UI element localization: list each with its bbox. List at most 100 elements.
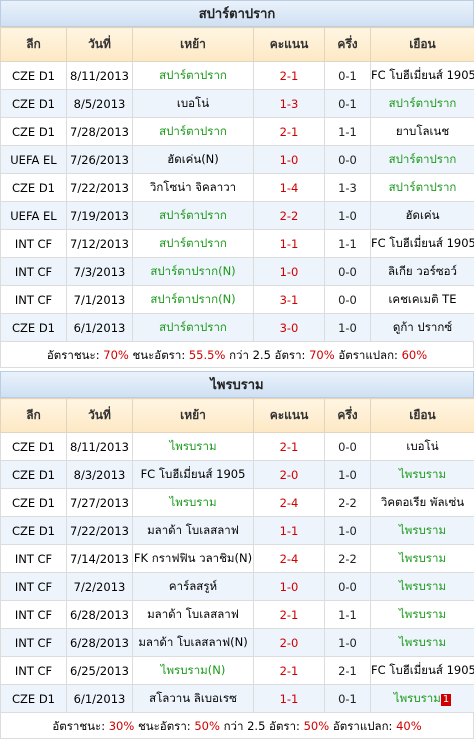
away-team-link[interactable]: FC โบฮีเมี่ยนส์ 1905 [371,62,474,90]
half-time-score-text: 0-0 [338,580,357,594]
away-team-link-text[interactable]: สปาร์ตาปราก [389,152,457,166]
away-team-link[interactable]: ยาบโลเนช [371,118,474,146]
away-team-link[interactable]: ไพรบราม [371,601,474,629]
away-team-link[interactable]: เบอโน่ [371,433,474,461]
home-team-link-text[interactable]: สปาร์ตาปราก [159,124,227,138]
away-team-link[interactable]: FC โบฮีเมี่ยนส์ 1905 [371,657,474,685]
home-team-link[interactable]: คาร์ลสรูห์ [133,573,254,601]
match-date: 7/22/2013 [67,517,133,545]
match-league-text: INT CF [15,552,52,566]
match-league: UEFA EL [1,146,67,174]
home-team-link[interactable]: สปาร์ตาปราก [133,118,254,146]
half-time-score: 0-0 [325,433,371,461]
home-team-link[interactable]: สปาร์ตาปราก [133,314,254,342]
home-team-link-text[interactable]: ไพรบราม [169,495,216,509]
home-team-link-text[interactable]: สโลวาน ลิเบอเรซ [149,691,237,705]
home-team-link-text[interactable]: ไพรบราม(N) [161,663,226,677]
home-team-link[interactable]: ไพรบราม [133,433,254,461]
away-team-link[interactable]: สปาร์ตาปราก [371,146,474,174]
home-team-link-text[interactable]: ไพรบราม [169,439,216,453]
home-team-link[interactable]: FC โบฮีเมี่ยนส์ 1905 [133,461,254,489]
home-team-link[interactable]: มลาด้า โบเลสลาฟ [133,601,254,629]
match-date: 6/28/2013 [67,629,133,657]
home-team-link-text[interactable]: วิกโซน่า จิคลาวา [150,180,236,194]
away-team-link-text[interactable]: ไพรบราม [399,467,446,481]
away-team-link[interactable]: ไพรบราม [371,573,474,601]
half-time-score: 0-0 [325,286,371,314]
home-team-link-text[interactable]: สปาร์ตาปราก [159,236,227,250]
away-team-link-text[interactable]: ไพรบราม [394,691,441,705]
home-team-link[interactable]: สปาร์ตาปราก [133,62,254,90]
away-team-link-text[interactable]: ไพรบราม [399,551,446,565]
home-team-link[interactable]: สปาร์ตาปราก [133,230,254,258]
home-team-link-text[interactable]: สปาร์ตาปราก(N) [150,264,235,278]
away-team-link-text[interactable]: ดูก้า ปรากซ์ [393,320,452,334]
home-team-link[interactable]: เบอโน่ [133,90,254,118]
half-time-score-text: 1-1 [338,125,357,139]
away-team-link-text[interactable]: FC โบฮีเมี่ยนส์ 1905 [371,236,474,250]
match-date-text: 7/19/2013 [70,209,129,223]
away-team-link-text[interactable]: ไพรบราม [399,607,446,621]
away-team-link[interactable]: สปาร์ตาปราก [371,90,474,118]
away-team-link-text[interactable]: ไพรบราม [399,523,446,537]
away-team-link[interactable]: ไพรบราม [371,545,474,573]
home-team-link[interactable]: ฮัดเค่น(N) [133,146,254,174]
away-team-link-text[interactable]: สปาร์ตาปราก [389,180,457,194]
away-team-link[interactable]: ดูก้า ปรากซ์ [371,314,474,342]
away-team-link[interactable]: ฮัดเค่น [371,202,474,230]
home-team-link-text[interactable]: สปาร์ตาปราก [159,208,227,222]
away-team-link[interactable]: สปาร์ตาปราก [371,174,474,202]
away-team-link[interactable]: ไพรบราม [371,629,474,657]
match-league-text: INT CF [15,608,52,622]
match-league: CZE D1 [1,174,67,202]
home-team-link-text[interactable]: ฮัดเค่น(N) [167,152,219,166]
match-date: 6/28/2013 [67,601,133,629]
home-team-link-text[interactable]: FC โบฮีเมี่ยนส์ 1905 [141,467,246,481]
home-team-link-text[interactable]: เบอโน่ [177,96,209,110]
home-team-link[interactable]: สปาร์ตาปราก(N) [133,258,254,286]
match-score-text: 1-4 [280,181,299,195]
away-team-link[interactable]: วิคตอเรีย พัลเซ่น [371,489,474,517]
match-league: CZE D1 [1,489,67,517]
away-team-link[interactable]: ลิเกีย วอร์ซอว์ [371,258,474,286]
home-team-link[interactable]: ไพรบราม(N) [133,657,254,685]
home-team-link-text[interactable]: FK กราฟฟิน วลาชิม(N) [134,551,252,565]
away-team-link-text[interactable]: ไพรบราม [399,579,446,593]
home-team-link-text[interactable]: สปาร์ตาปราก(N) [150,292,235,306]
away-team-link-text[interactable]: FC โบฮีเมี่ยนส์ 1905 [371,663,474,677]
away-team-link-text[interactable]: FC โบฮีเมี่ยนส์ 1905 [371,68,474,82]
away-team-link-text[interactable]: เบอโน่ [406,439,438,453]
home-team-link[interactable]: มลาด้า โบเลสลาฟ [133,517,254,545]
match-date: 8/3/2013 [67,461,133,489]
home-team-link-text[interactable]: สปาร์ตาปราก [159,320,227,334]
away-team-link-text[interactable]: วิคตอเรีย พัลเซ่น [381,495,464,509]
home-team-link-text[interactable]: มลาด้า โบเลสลาฟ(N) [138,635,247,649]
home-team-link[interactable]: สโลวาน ลิเบอเรซ [133,685,254,713]
away-team-link-text[interactable]: ยาบโลเนช [396,124,449,138]
home-team-link-text[interactable]: สปาร์ตาปราก [159,68,227,82]
match-score-text: 2-1 [280,440,299,454]
home-team-link-text[interactable]: คาร์ลสรูห์ [169,579,217,593]
home-team-link-text[interactable]: มลาด้า โบเลสลาฟ [147,607,239,621]
home-team-link[interactable]: สปาร์ตาปราก [133,202,254,230]
away-team-link-text[interactable]: ลิเกีย วอร์ซอว์ [388,264,457,278]
away-team-link[interactable]: เคชเคเมติ TE [371,286,474,314]
away-team-link[interactable]: ไพรบราม [371,461,474,489]
away-team-link[interactable]: ไพรบราม [371,517,474,545]
home-team-link[interactable]: สปาร์ตาปราก(N) [133,286,254,314]
away-team-link[interactable]: FC โบฮีเมี่ยนส์ 1905 [371,230,474,258]
match-league-text: INT CF [15,664,52,678]
away-team-link-text[interactable]: ฮัดเค่น [406,208,440,222]
match-date-text: 7/2/2013 [74,580,126,594]
home-team-link-text[interactable]: มลาด้า โบเลสลาฟ [147,523,239,537]
home-team-link[interactable]: มลาด้า โบเลสลาฟ(N) [133,629,254,657]
home-team-link[interactable]: FK กราฟฟิน วลาชิม(N) [133,545,254,573]
away-team-link-text[interactable]: ไพรบราม [399,635,446,649]
away-team-link-text[interactable]: สปาร์ตาปราก [389,96,457,110]
home-team-link[interactable]: ไพรบราม [133,489,254,517]
home-team-link[interactable]: วิกโซน่า จิคลาวา [133,174,254,202]
match-score: 2-1 [254,657,325,685]
match-league: UEFA EL [1,202,67,230]
away-team-link-text[interactable]: เคชเคเมติ TE [389,292,457,306]
